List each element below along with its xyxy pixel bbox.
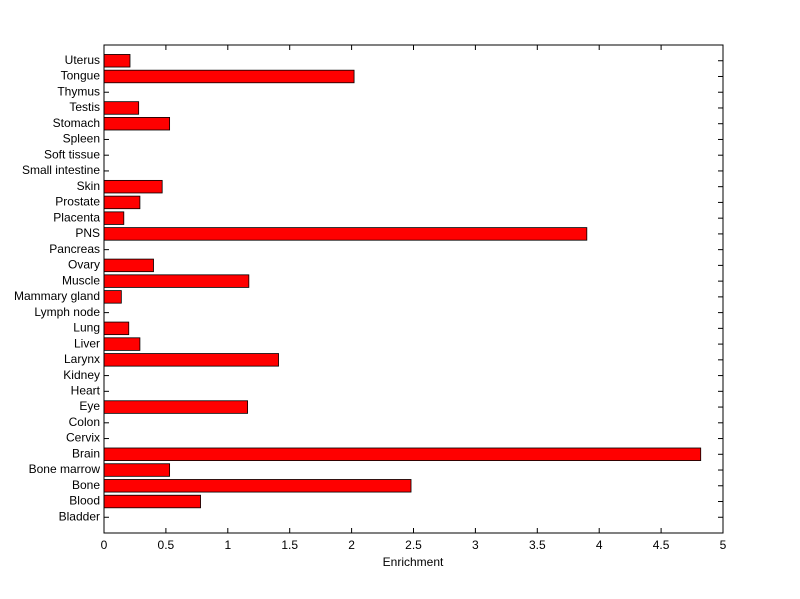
y-tick-label: Bone <box>72 478 100 492</box>
bar <box>103 179 163 194</box>
y-tick-label: Placenta <box>53 210 100 224</box>
x-tick-label: 4.5 <box>653 538 670 552</box>
bar <box>103 258 154 273</box>
y-tick-label: Kidney <box>63 368 100 382</box>
x-tick-label: 0 <box>101 538 108 552</box>
x-tick-label: 4 <box>596 538 603 552</box>
bar <box>103 494 201 509</box>
y-tick-label: Lung <box>73 321 100 335</box>
y-tick-label: Bone marrow <box>29 462 101 476</box>
bar <box>103 353 279 367</box>
y-tick-label: Ovary <box>68 258 100 272</box>
y-tick-label: Tongue <box>61 69 101 83</box>
y-tick-label: Lymph node <box>34 305 100 319</box>
plot-frame <box>103 44 724 534</box>
bar <box>103 101 140 115</box>
bar <box>103 290 122 304</box>
x-tick-label: 1 <box>224 538 231 552</box>
y-tick-label: PNS <box>75 226 100 240</box>
bar <box>103 274 250 288</box>
y-tick-label: Small intestine <box>22 163 100 177</box>
y-tick-label: Brain <box>72 446 100 460</box>
bar <box>103 54 131 68</box>
y-tick-label: Muscle <box>62 273 100 287</box>
y-tick-label: Soft tissue <box>44 147 100 161</box>
y-tick-label: Pancreas <box>49 242 100 256</box>
y-tick-label: Heart <box>71 383 101 397</box>
y-tick-label: Larynx <box>64 352 100 366</box>
y-tick-label: Uterus <box>65 53 100 67</box>
y-tick-label: Liver <box>74 336 100 350</box>
x-tick-label: 3.5 <box>529 538 546 552</box>
y-tick-label: Colon <box>69 415 100 429</box>
bar <box>103 195 141 210</box>
y-tick-label: Testis <box>69 100 100 114</box>
x-tick-label: 1.5 <box>281 538 298 552</box>
x-tick-label: 2 <box>348 538 355 552</box>
y-tick-label: Mammary gland <box>14 289 100 303</box>
bar <box>103 337 141 351</box>
bar <box>103 211 125 225</box>
y-tick-label: Thymus <box>57 84 100 98</box>
x-axis-label: Enrichment <box>383 555 444 569</box>
bar <box>103 321 130 336</box>
x-tick-label: 2.5 <box>405 538 422 552</box>
bar <box>103 400 249 414</box>
y-tick-label: Stomach <box>53 116 100 130</box>
y-tick-label: Blood <box>69 494 100 508</box>
bar <box>103 69 355 84</box>
y-tick-label: Eye <box>79 399 100 413</box>
x-tick-label: 5 <box>720 538 727 552</box>
x-tick-label: 3 <box>472 538 479 552</box>
bar <box>103 117 171 131</box>
bar <box>103 447 702 461</box>
y-tick-label: Cervix <box>66 431 100 445</box>
y-tick-label: Skin <box>77 179 100 193</box>
bar <box>103 479 412 493</box>
y-tick-label: Bladder <box>59 509 100 523</box>
y-tick-label: Prostate <box>55 195 100 209</box>
x-tick-label: 0.5 <box>158 538 175 552</box>
bar <box>103 227 588 241</box>
y-tick-label: Spleen <box>63 132 100 146</box>
bar <box>103 463 171 477</box>
